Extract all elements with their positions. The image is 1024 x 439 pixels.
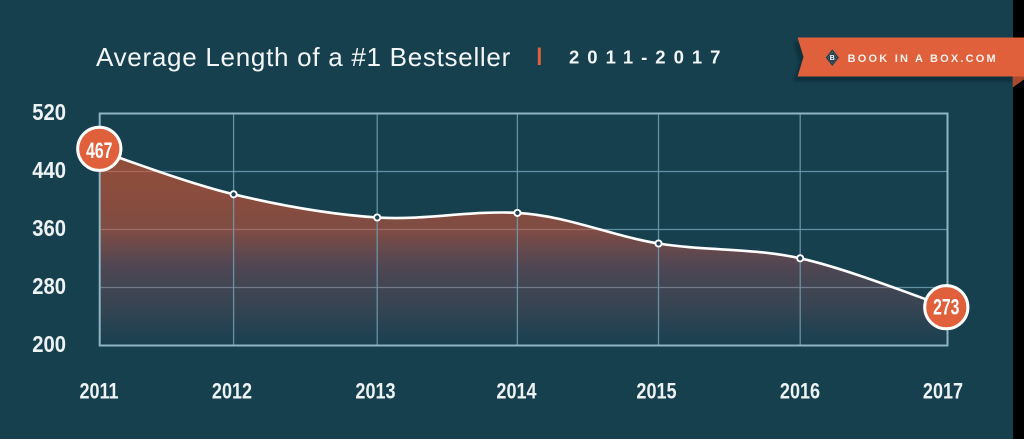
svg-text:360: 360	[32, 215, 66, 242]
svg-text:2017: 2017	[923, 380, 963, 404]
svg-text:Average Length of a #1 Bestsel: Average Length of a #1 Bestseller	[96, 42, 511, 72]
svg-text:280: 280	[32, 273, 66, 300]
svg-text:2011: 2011	[79, 380, 118, 404]
svg-text:520: 520	[32, 99, 66, 126]
svg-text:2012: 2012	[212, 380, 252, 404]
svg-text:467: 467	[86, 139, 112, 164]
svg-text:440: 440	[32, 157, 66, 184]
svg-text:2014: 2014	[496, 380, 537, 404]
svg-text:BOOK IN A BOX.COM: BOOK IN A BOX.COM	[848, 53, 998, 65]
svg-text:2016: 2016	[780, 380, 820, 404]
svg-text:273: 273	[933, 295, 959, 320]
svg-text:B: B	[830, 55, 835, 62]
svg-text:2015: 2015	[636, 380, 676, 404]
svg-text:2011-2017: 2011-2017	[569, 47, 728, 68]
svg-text:2013: 2013	[355, 380, 395, 404]
svg-text:200: 200	[32, 331, 66, 358]
